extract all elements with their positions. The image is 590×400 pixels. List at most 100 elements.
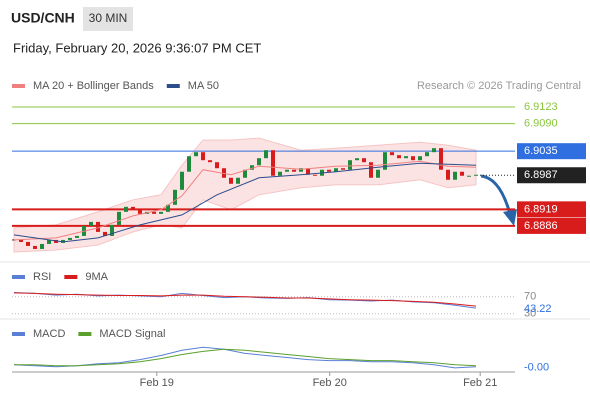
candle bbox=[40, 243, 44, 249]
candle bbox=[166, 204, 170, 212]
legend-label: MACD bbox=[33, 328, 65, 340]
series-line bbox=[13, 292, 477, 307]
candle bbox=[117, 211, 121, 225]
legend-swatch bbox=[78, 332, 92, 336]
candle bbox=[131, 206, 135, 210]
candle bbox=[103, 231, 107, 236]
level-badge bbox=[517, 201, 586, 218]
ma20-line bbox=[13, 160, 477, 241]
y-tick-label: 70 bbox=[524, 291, 536, 303]
candle bbox=[271, 150, 275, 176]
legend-label: 9MA bbox=[85, 271, 108, 283]
legend-swatch bbox=[12, 84, 25, 88]
candle bbox=[390, 152, 394, 156]
candle bbox=[194, 152, 198, 157]
candle bbox=[411, 156, 415, 161]
candle bbox=[432, 148, 436, 153]
candle bbox=[201, 152, 205, 161]
candle bbox=[418, 156, 422, 161]
symbol: USD/CNH bbox=[11, 10, 75, 26]
legend-swatch bbox=[12, 275, 25, 279]
legend-label: MA 50 bbox=[188, 80, 219, 92]
level-label: 6.8886 bbox=[524, 220, 558, 232]
forecast-arrowhead bbox=[503, 209, 517, 226]
candle bbox=[68, 237, 72, 240]
series-line bbox=[14, 348, 477, 367]
timeframe-badge[interactable] bbox=[83, 7, 133, 31]
candle bbox=[12, 239, 16, 241]
candle bbox=[383, 152, 387, 170]
candle bbox=[159, 211, 163, 214]
candle bbox=[439, 148, 443, 170]
candle bbox=[47, 239, 51, 244]
level-label: 6.8987 bbox=[524, 169, 558, 181]
legend-label: MA 20 + Bollinger Bands bbox=[33, 80, 154, 92]
candle bbox=[180, 171, 184, 190]
candle bbox=[355, 158, 359, 161]
candle bbox=[369, 162, 373, 178]
candle bbox=[446, 169, 450, 180]
legend-label: RSI bbox=[33, 271, 51, 283]
candle bbox=[362, 158, 366, 163]
candle bbox=[89, 221, 93, 226]
forecast-arrow bbox=[480, 174, 512, 215]
last-value-label: 43.22 bbox=[524, 303, 552, 315]
level-label: 6.8919 bbox=[524, 203, 558, 215]
datetime: Friday, February 20, 2026 9:36:07 PM CET bbox=[13, 40, 261, 55]
timeframe[interactable]: 30 MIN bbox=[89, 11, 128, 25]
level-badge bbox=[517, 217, 586, 234]
candle bbox=[306, 168, 310, 175]
level-label: 6.9035 bbox=[524, 145, 558, 157]
candle bbox=[278, 171, 282, 176]
candle bbox=[467, 175, 471, 177]
candle bbox=[208, 160, 212, 163]
x-tick-label: Feb 21 bbox=[463, 377, 497, 389]
candle bbox=[124, 206, 128, 212]
candle bbox=[229, 177, 233, 184]
level-label: 6.9090 bbox=[524, 118, 558, 130]
credit: Research © 2026 Trading Central bbox=[417, 80, 581, 92]
candle bbox=[75, 235, 79, 238]
candle bbox=[257, 158, 261, 166]
candle bbox=[152, 211, 156, 214]
legend-label: MACD Signal bbox=[99, 328, 165, 340]
level-label: 6.9123 bbox=[524, 101, 558, 113]
candle bbox=[110, 224, 114, 236]
candle bbox=[243, 169, 247, 178]
last-value-label: -0.00 bbox=[524, 362, 549, 374]
candle bbox=[285, 169, 289, 172]
x-tick-label: Feb 19 bbox=[140, 377, 174, 389]
y-tick-label: 30 bbox=[524, 308, 536, 320]
candle bbox=[299, 168, 303, 172]
candle bbox=[453, 171, 457, 180]
candle bbox=[33, 245, 37, 249]
candle bbox=[460, 171, 464, 176]
candle bbox=[292, 169, 296, 172]
candle bbox=[54, 239, 58, 243]
candle bbox=[474, 174, 478, 176]
candle bbox=[313, 174, 317, 176]
candle bbox=[264, 150, 268, 159]
legend-swatch bbox=[166, 84, 180, 88]
candle bbox=[404, 156, 408, 159]
candle bbox=[187, 156, 191, 172]
legend-swatch bbox=[12, 332, 25, 336]
x-tick-label: Feb 20 bbox=[313, 377, 347, 389]
level-badge bbox=[517, 167, 586, 184]
level-badge bbox=[517, 143, 586, 160]
candle bbox=[173, 189, 177, 205]
candle bbox=[334, 168, 338, 172]
candle bbox=[96, 221, 100, 232]
ma50-line bbox=[13, 162, 477, 243]
legend-swatch bbox=[64, 275, 78, 279]
candle bbox=[215, 162, 219, 169]
candle bbox=[19, 239, 23, 242]
candle bbox=[236, 177, 240, 184]
candle bbox=[250, 165, 254, 170]
series-line bbox=[13, 346, 477, 369]
candle bbox=[341, 168, 345, 170]
candle bbox=[138, 209, 142, 214]
candle bbox=[26, 241, 30, 246]
